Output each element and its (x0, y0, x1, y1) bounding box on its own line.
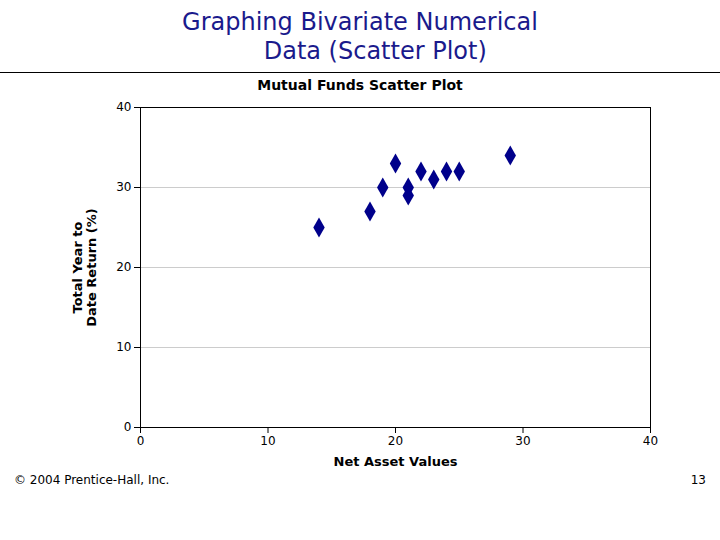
svg-text:10: 10 (116, 340, 131, 354)
svg-text:Total Year toDate Return (%): Total Year toDate Return (%) (70, 208, 99, 327)
svg-text:30: 30 (515, 434, 530, 448)
html-text:© 2004 Prentice-Hall, Inc.: © 2004 Prentice-Hall, Inc. (14, 472, 170, 487)
html-text:Mutual Funds Scatter Plot: Mutual Funds Scatter Plot (257, 76, 463, 93)
html-text:13: 13 (690, 472, 706, 487)
svg-text:0: 0 (137, 434, 145, 448)
svg-text:30: 30 (116, 180, 131, 194)
svg-text:10: 10 (260, 434, 275, 448)
svg-text:Net Asset Values: Net Asset Values (334, 453, 458, 468)
html-text:Graphing Bivariate Numerical D: Graphing Bivariate Numerical Data (Scatt… (182, 8, 538, 65)
svg-text:20: 20 (388, 434, 403, 448)
svg-text:20: 20 (116, 260, 131, 274)
svg-text:40: 40 (116, 100, 131, 114)
svg-text:0: 0 (124, 420, 132, 434)
svg-text:40: 40 (643, 434, 658, 448)
